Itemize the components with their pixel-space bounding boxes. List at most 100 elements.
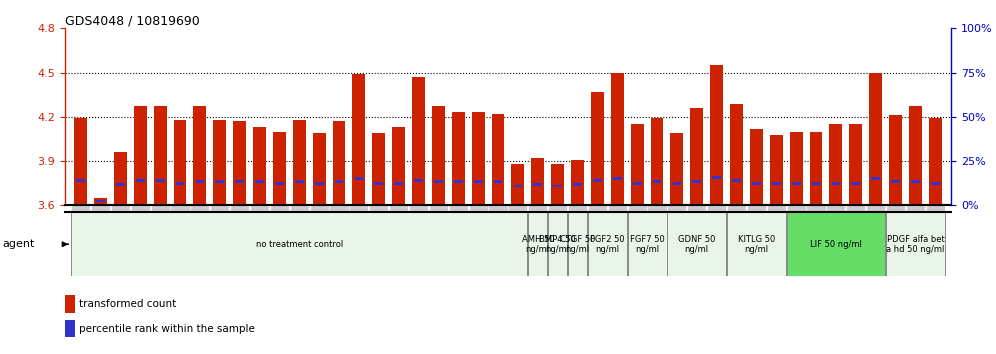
Bar <box>173 120 186 205</box>
Bar <box>531 158 544 205</box>
Bar <box>273 132 286 205</box>
Bar <box>155 179 164 182</box>
Bar <box>832 182 841 184</box>
Bar <box>275 182 284 184</box>
Bar <box>215 181 224 183</box>
Bar <box>74 118 87 205</box>
Bar <box>692 181 701 183</box>
Bar <box>611 73 623 205</box>
Bar <box>452 112 465 205</box>
Bar <box>750 129 763 205</box>
Bar <box>353 74 366 205</box>
Bar <box>551 164 564 205</box>
Bar <box>175 182 184 184</box>
Bar <box>195 181 204 183</box>
Bar <box>494 181 502 183</box>
Bar <box>672 182 681 184</box>
Bar <box>394 182 403 184</box>
Bar <box>792 182 801 184</box>
Bar <box>886 212 945 276</box>
Bar <box>727 212 786 276</box>
Bar <box>193 107 206 205</box>
Bar <box>571 160 584 205</box>
Bar <box>116 183 124 186</box>
Bar <box>613 177 622 180</box>
Bar <box>114 152 126 205</box>
Bar <box>770 135 783 205</box>
Bar <box>909 107 922 205</box>
Bar <box>667 212 726 276</box>
Bar <box>650 118 663 205</box>
Bar <box>889 115 902 205</box>
Bar <box>872 177 880 180</box>
Bar <box>931 182 939 184</box>
Bar <box>412 77 425 205</box>
Bar <box>65 295 75 313</box>
Bar <box>852 182 861 184</box>
Text: agent: agent <box>2 239 35 249</box>
Bar <box>830 124 843 205</box>
Text: GDNF 50
ng/ml: GDNF 50 ng/ml <box>678 235 715 254</box>
Bar <box>690 108 703 205</box>
Bar <box>548 212 567 276</box>
Bar <box>752 182 761 184</box>
Bar <box>392 127 405 205</box>
Bar <box>432 107 445 205</box>
Bar <box>790 132 803 205</box>
Bar <box>65 320 75 337</box>
Bar <box>787 212 885 276</box>
Bar <box>434 181 443 183</box>
Text: transformed count: transformed count <box>79 299 176 309</box>
Bar <box>591 92 604 205</box>
Bar <box>333 121 346 205</box>
Bar <box>313 133 326 205</box>
Text: GDS4048 / 10819690: GDS4048 / 10819690 <box>65 14 199 27</box>
Bar <box>588 212 626 276</box>
Text: FGF7 50
ng/ml: FGF7 50 ng/ml <box>629 235 664 254</box>
Bar <box>97 200 105 202</box>
Text: FGF2 50
ng/ml: FGF2 50 ng/ml <box>590 235 624 254</box>
Text: AMH 50
ng/ml: AMH 50 ng/ml <box>522 235 554 254</box>
Bar <box>293 120 306 205</box>
Bar <box>514 185 522 188</box>
Bar <box>511 164 524 205</box>
Bar <box>135 179 144 182</box>
Bar <box>772 182 781 184</box>
Bar <box>253 127 266 205</box>
Text: BMP4 50
ng/ml: BMP4 50 ng/ml <box>540 235 576 254</box>
Text: percentile rank within the sample: percentile rank within the sample <box>79 324 255 334</box>
Bar <box>627 212 666 276</box>
Bar <box>133 107 146 205</box>
Text: CTGF 50
ng/ml: CTGF 50 ng/ml <box>560 235 596 254</box>
Bar <box>235 181 244 183</box>
Bar <box>812 182 821 184</box>
Bar <box>850 124 863 205</box>
Bar <box>492 114 505 205</box>
Bar <box>670 133 683 205</box>
Bar <box>474 181 482 183</box>
Bar <box>568 212 587 276</box>
Bar <box>94 198 107 205</box>
Bar <box>630 124 643 205</box>
Bar <box>732 179 741 182</box>
Bar <box>911 181 919 183</box>
Bar <box>593 179 602 182</box>
Bar <box>335 181 344 183</box>
Bar <box>929 118 942 205</box>
Bar <box>710 65 723 205</box>
Bar <box>810 132 823 205</box>
Bar <box>652 181 661 183</box>
Bar <box>472 112 485 205</box>
Bar <box>77 179 85 182</box>
Text: KITLG 50
ng/ml: KITLG 50 ng/ml <box>738 235 775 254</box>
Bar <box>528 212 548 276</box>
Bar <box>374 182 383 184</box>
Bar <box>712 176 721 179</box>
Bar <box>255 181 264 183</box>
Bar <box>373 133 385 205</box>
Bar <box>632 182 641 184</box>
Bar <box>153 107 166 205</box>
Bar <box>573 183 582 186</box>
Bar <box>870 73 882 205</box>
Bar <box>71 212 528 276</box>
